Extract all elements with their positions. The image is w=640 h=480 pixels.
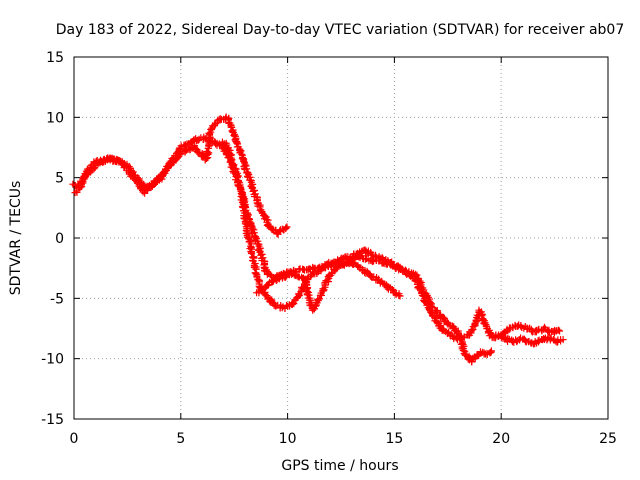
y-tick-label: -10 xyxy=(41,352,64,368)
y-tick-label: -5 xyxy=(50,291,64,307)
data-point xyxy=(534,337,542,345)
data-point xyxy=(139,188,147,196)
data-point xyxy=(203,147,211,155)
y-axis-label: SDTVAR / TECUs xyxy=(8,181,24,296)
data-point xyxy=(314,295,322,303)
data-point xyxy=(206,130,214,138)
data-point xyxy=(283,223,291,231)
data-points xyxy=(69,113,567,366)
data-point xyxy=(459,347,467,355)
data-point xyxy=(559,336,567,344)
data-point xyxy=(427,302,435,310)
series-track-5 xyxy=(338,251,495,366)
y-tick-label: -15 xyxy=(41,412,64,428)
data-point xyxy=(555,326,563,334)
series-track-2 xyxy=(71,113,291,238)
chart-title: Day 183 of 2022, Sidereal Day-to-day VTE… xyxy=(56,22,625,38)
data-point xyxy=(355,253,363,261)
data-point xyxy=(290,300,298,308)
data-point xyxy=(448,331,456,339)
y-tick-label: 5 xyxy=(55,171,64,187)
data-point xyxy=(156,172,164,180)
data-point xyxy=(396,292,404,300)
data-point xyxy=(440,327,448,335)
y-tick-label: 10 xyxy=(46,110,64,126)
data-point xyxy=(426,298,434,306)
data-point xyxy=(133,179,141,187)
series-track-7 xyxy=(492,331,567,348)
data-point xyxy=(468,326,476,334)
series-track-4 xyxy=(253,258,404,314)
data-point xyxy=(487,347,495,355)
y-tick-label: 15 xyxy=(46,50,64,66)
data-point xyxy=(264,281,272,289)
x-axis-label: GPS time / hours xyxy=(281,458,398,474)
data-point xyxy=(521,337,529,345)
axis-ticks xyxy=(73,56,609,420)
tick-labels: 0 5 10 15 20 25 15 10 5 0 -5 -10 -15 xyxy=(41,50,617,447)
x-tick-label: 15 xyxy=(385,431,403,447)
x-tick-label: 10 xyxy=(279,431,297,447)
grid-lines xyxy=(74,57,608,419)
x-tick-label: 0 xyxy=(70,431,79,447)
x-tick-label: 25 xyxy=(599,431,617,447)
series-track-6 xyxy=(458,306,564,342)
data-point xyxy=(323,276,331,284)
y-tick-label: 0 xyxy=(55,231,64,247)
data-point xyxy=(416,279,424,287)
data-point xyxy=(78,178,86,186)
data-point xyxy=(282,224,290,232)
x-tick-label: 20 xyxy=(492,431,510,447)
data-point xyxy=(556,327,564,335)
x-tick-label: 5 xyxy=(176,431,185,447)
data-point xyxy=(354,263,362,271)
